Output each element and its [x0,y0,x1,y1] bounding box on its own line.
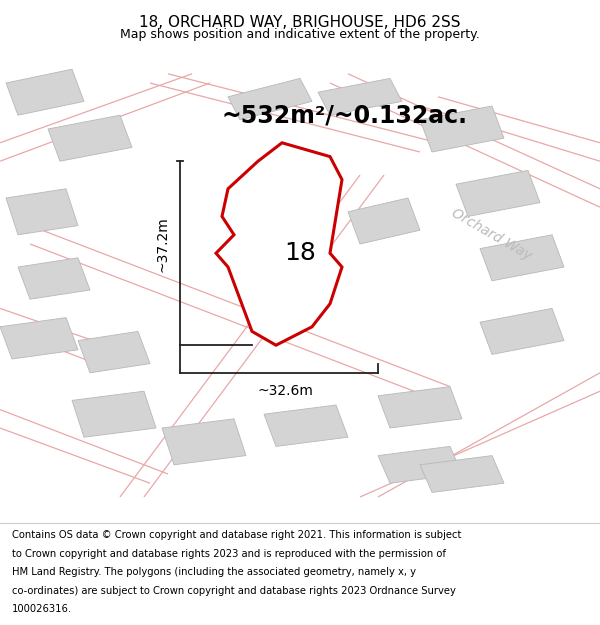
Polygon shape [72,391,156,438]
Polygon shape [480,235,564,281]
Polygon shape [0,318,78,359]
Polygon shape [18,258,90,299]
Polygon shape [264,405,348,446]
Text: 18, ORCHARD WAY, BRIGHOUSE, HD6 2SS: 18, ORCHARD WAY, BRIGHOUSE, HD6 2SS [139,15,461,30]
Text: ~37.2m: ~37.2m [155,216,169,272]
Text: co-ordinates) are subject to Crown copyright and database rights 2023 Ordnance S: co-ordinates) are subject to Crown copyr… [12,586,456,596]
Text: Orchard Way: Orchard Way [449,206,535,263]
Text: Map shows position and indicative extent of the property.: Map shows position and indicative extent… [120,28,480,41]
Polygon shape [78,331,150,372]
Polygon shape [480,308,564,354]
Polygon shape [48,115,132,161]
Polygon shape [378,387,462,428]
Polygon shape [6,189,78,235]
Polygon shape [420,106,504,152]
Polygon shape [252,161,324,198]
Polygon shape [6,69,84,115]
Polygon shape [348,198,420,244]
Polygon shape [378,446,462,483]
Polygon shape [228,78,312,120]
Text: HM Land Registry. The polygons (including the associated geometry, namely x, y: HM Land Registry. The polygons (includin… [12,568,416,578]
Text: ~32.6m: ~32.6m [257,384,313,398]
Text: 18: 18 [284,241,316,265]
Text: 100026316.: 100026316. [12,604,72,614]
Text: Contains OS data © Crown copyright and database right 2021. This information is : Contains OS data © Crown copyright and d… [12,531,461,541]
Text: ~532m²/~0.132ac.: ~532m²/~0.132ac. [222,103,468,127]
Polygon shape [420,456,504,493]
Text: to Crown copyright and database rights 2023 and is reproduced with the permissio: to Crown copyright and database rights 2… [12,549,446,559]
Text: Orchard Way: Orchard Way [221,255,283,325]
Polygon shape [216,142,342,345]
Polygon shape [162,419,246,465]
Polygon shape [456,171,540,216]
Polygon shape [318,78,402,115]
